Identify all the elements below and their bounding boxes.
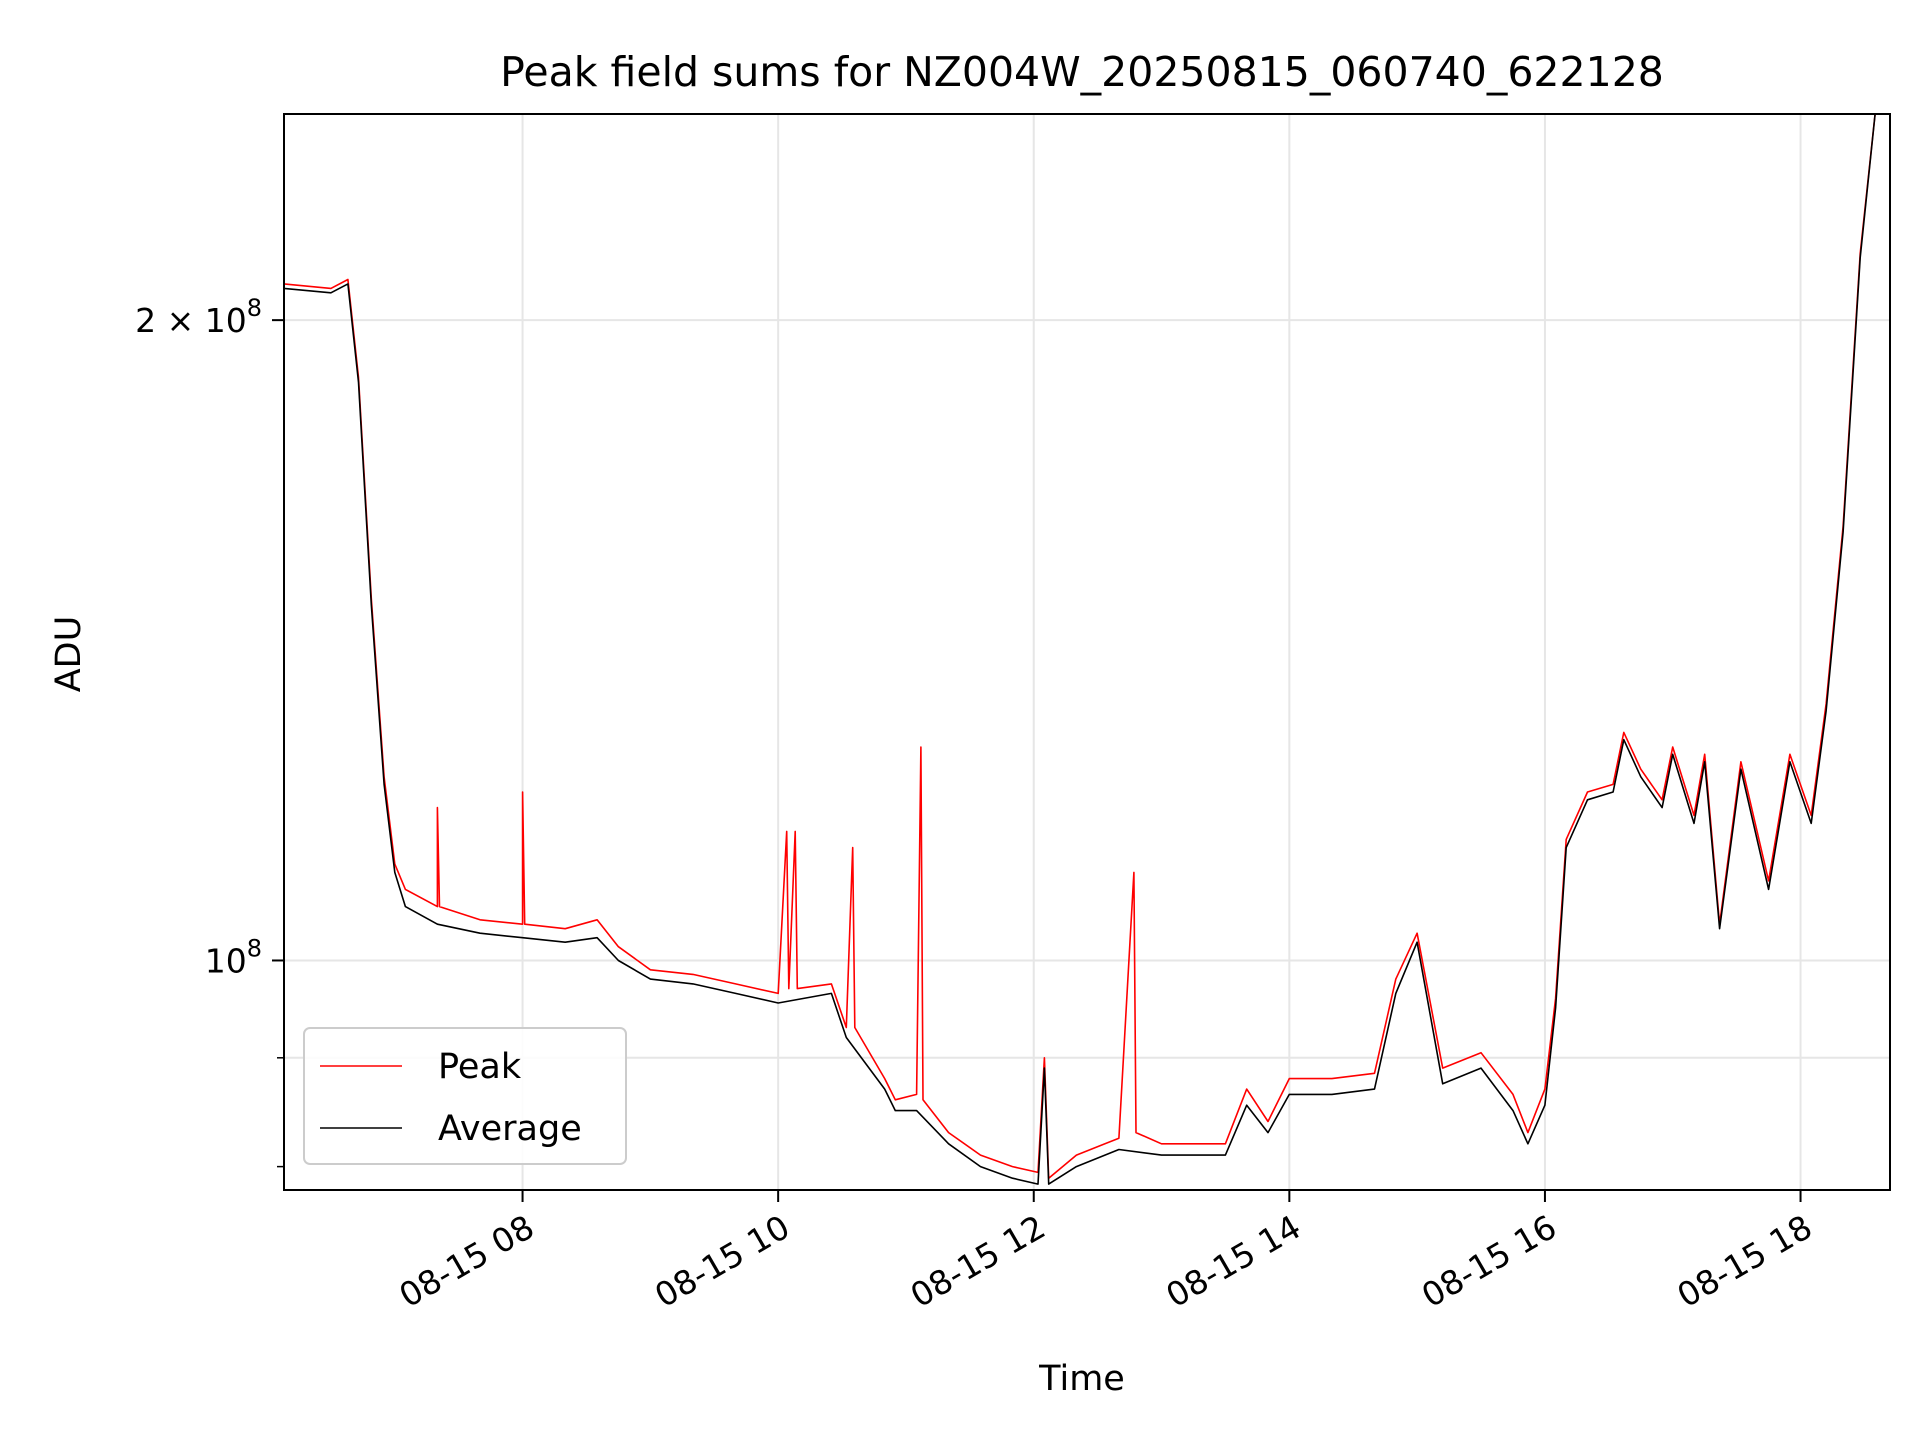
y-tick-label: 2 × 108 bbox=[135, 294, 262, 340]
plot-series bbox=[284, 114, 1876, 1185]
y-tick-base: 2 × 10 bbox=[135, 301, 247, 340]
plot-frame bbox=[283, 113, 1891, 1191]
legend-average-label: Average bbox=[438, 1109, 582, 1149]
series-line-average bbox=[284, 114, 1876, 1185]
y-tick-base: 10 bbox=[205, 941, 247, 980]
y-tick-label: 108 bbox=[205, 934, 262, 980]
chart-title: Peak field sums for NZ004W_20250815_0607… bbox=[500, 48, 1664, 96]
y-tick-exponent: 8 bbox=[247, 294, 262, 322]
legend-peak-label: Peak bbox=[438, 1047, 522, 1087]
y-tick-exponent: 8 bbox=[247, 934, 262, 962]
legend: Peak Average bbox=[303, 1027, 627, 1165]
legend-box bbox=[303, 1027, 627, 1165]
x-axis-label: Time bbox=[1038, 1359, 1125, 1399]
y-axis-label: ADU bbox=[49, 616, 89, 693]
grid bbox=[284, 114, 1890, 1190]
